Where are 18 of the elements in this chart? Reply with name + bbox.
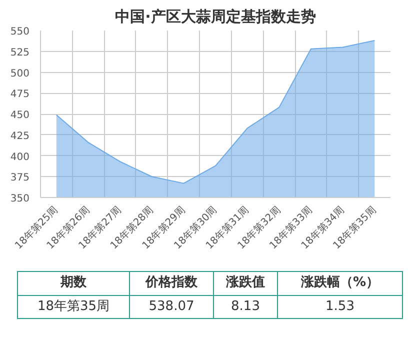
y-tick-label: 525 bbox=[10, 47, 30, 58]
chart-title: 中国·产区大蒜周定基指数走势 bbox=[115, 8, 316, 26]
y-tick-label: 450 bbox=[10, 110, 30, 121]
y-tick-label: 550 bbox=[10, 26, 30, 38]
y-tick-label: 350 bbox=[10, 194, 30, 204]
text: 18年第35周 bbox=[18, 295, 130, 319]
text: 涨跌值 bbox=[214, 272, 278, 296]
text: 1.53 bbox=[278, 295, 402, 319]
y-tick-label: 475 bbox=[10, 89, 30, 100]
text: 538.07 bbox=[130, 295, 214, 319]
y-tick-label: 425 bbox=[10, 130, 30, 142]
text: 8.13 bbox=[214, 295, 278, 319]
y-tick-label: 400 bbox=[10, 152, 30, 163]
text: 期数 bbox=[18, 272, 130, 296]
y-tick-label: 500 bbox=[10, 68, 30, 80]
text: 价格指数 bbox=[130, 272, 214, 296]
text: 涨跌幅（%） bbox=[278, 272, 402, 296]
y-tick-label: 375 bbox=[10, 172, 30, 184]
